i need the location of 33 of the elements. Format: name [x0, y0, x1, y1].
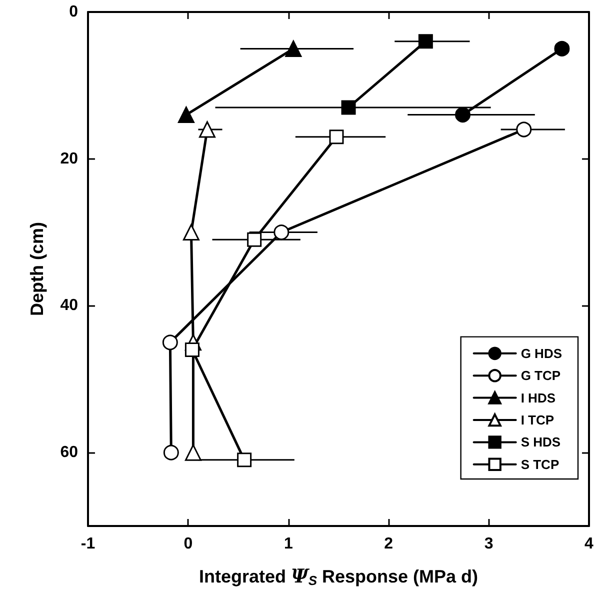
x-tick-label: 0 [184, 536, 193, 552]
x-axis-title: Integrated ΨS Response (MPa d) [198, 566, 478, 588]
point [182, 224, 200, 241]
y-tick-label: 0 [69, 4, 78, 20]
legend-label: I HDS [520, 390, 556, 406]
legend-label: I TCP [520, 412, 554, 428]
point [184, 342, 200, 358]
legend-label: G TCP [520, 368, 561, 384]
point [455, 107, 470, 123]
y-axis-title: Depth (cm) [27, 222, 47, 316]
point [341, 100, 356, 115]
point [162, 334, 178, 350]
point [247, 232, 262, 247]
legend-label: G HDS [520, 346, 562, 361]
y-tick-label: 20 [60, 150, 78, 168]
y-tick-label: 40 [60, 297, 78, 314]
legend-label: S TCP [520, 456, 560, 472]
x-tick-label: 3 [484, 536, 494, 552]
y-tick-label: 60 [60, 444, 78, 462]
point [237, 452, 252, 468]
point [516, 122, 532, 138]
point [274, 224, 290, 240]
x-tick-label: 2 [384, 536, 394, 552]
point [163, 444, 179, 460]
x-tick-label: 4 [584, 536, 594, 552]
point [329, 130, 344, 144]
point [198, 121, 216, 138]
x-tick-label: -1 [80, 536, 96, 552]
point [418, 34, 433, 49]
legend-label: S HDS [520, 434, 561, 450]
x-tick-label: 1 [284, 536, 293, 552]
point [184, 444, 202, 461]
point [554, 40, 570, 56]
